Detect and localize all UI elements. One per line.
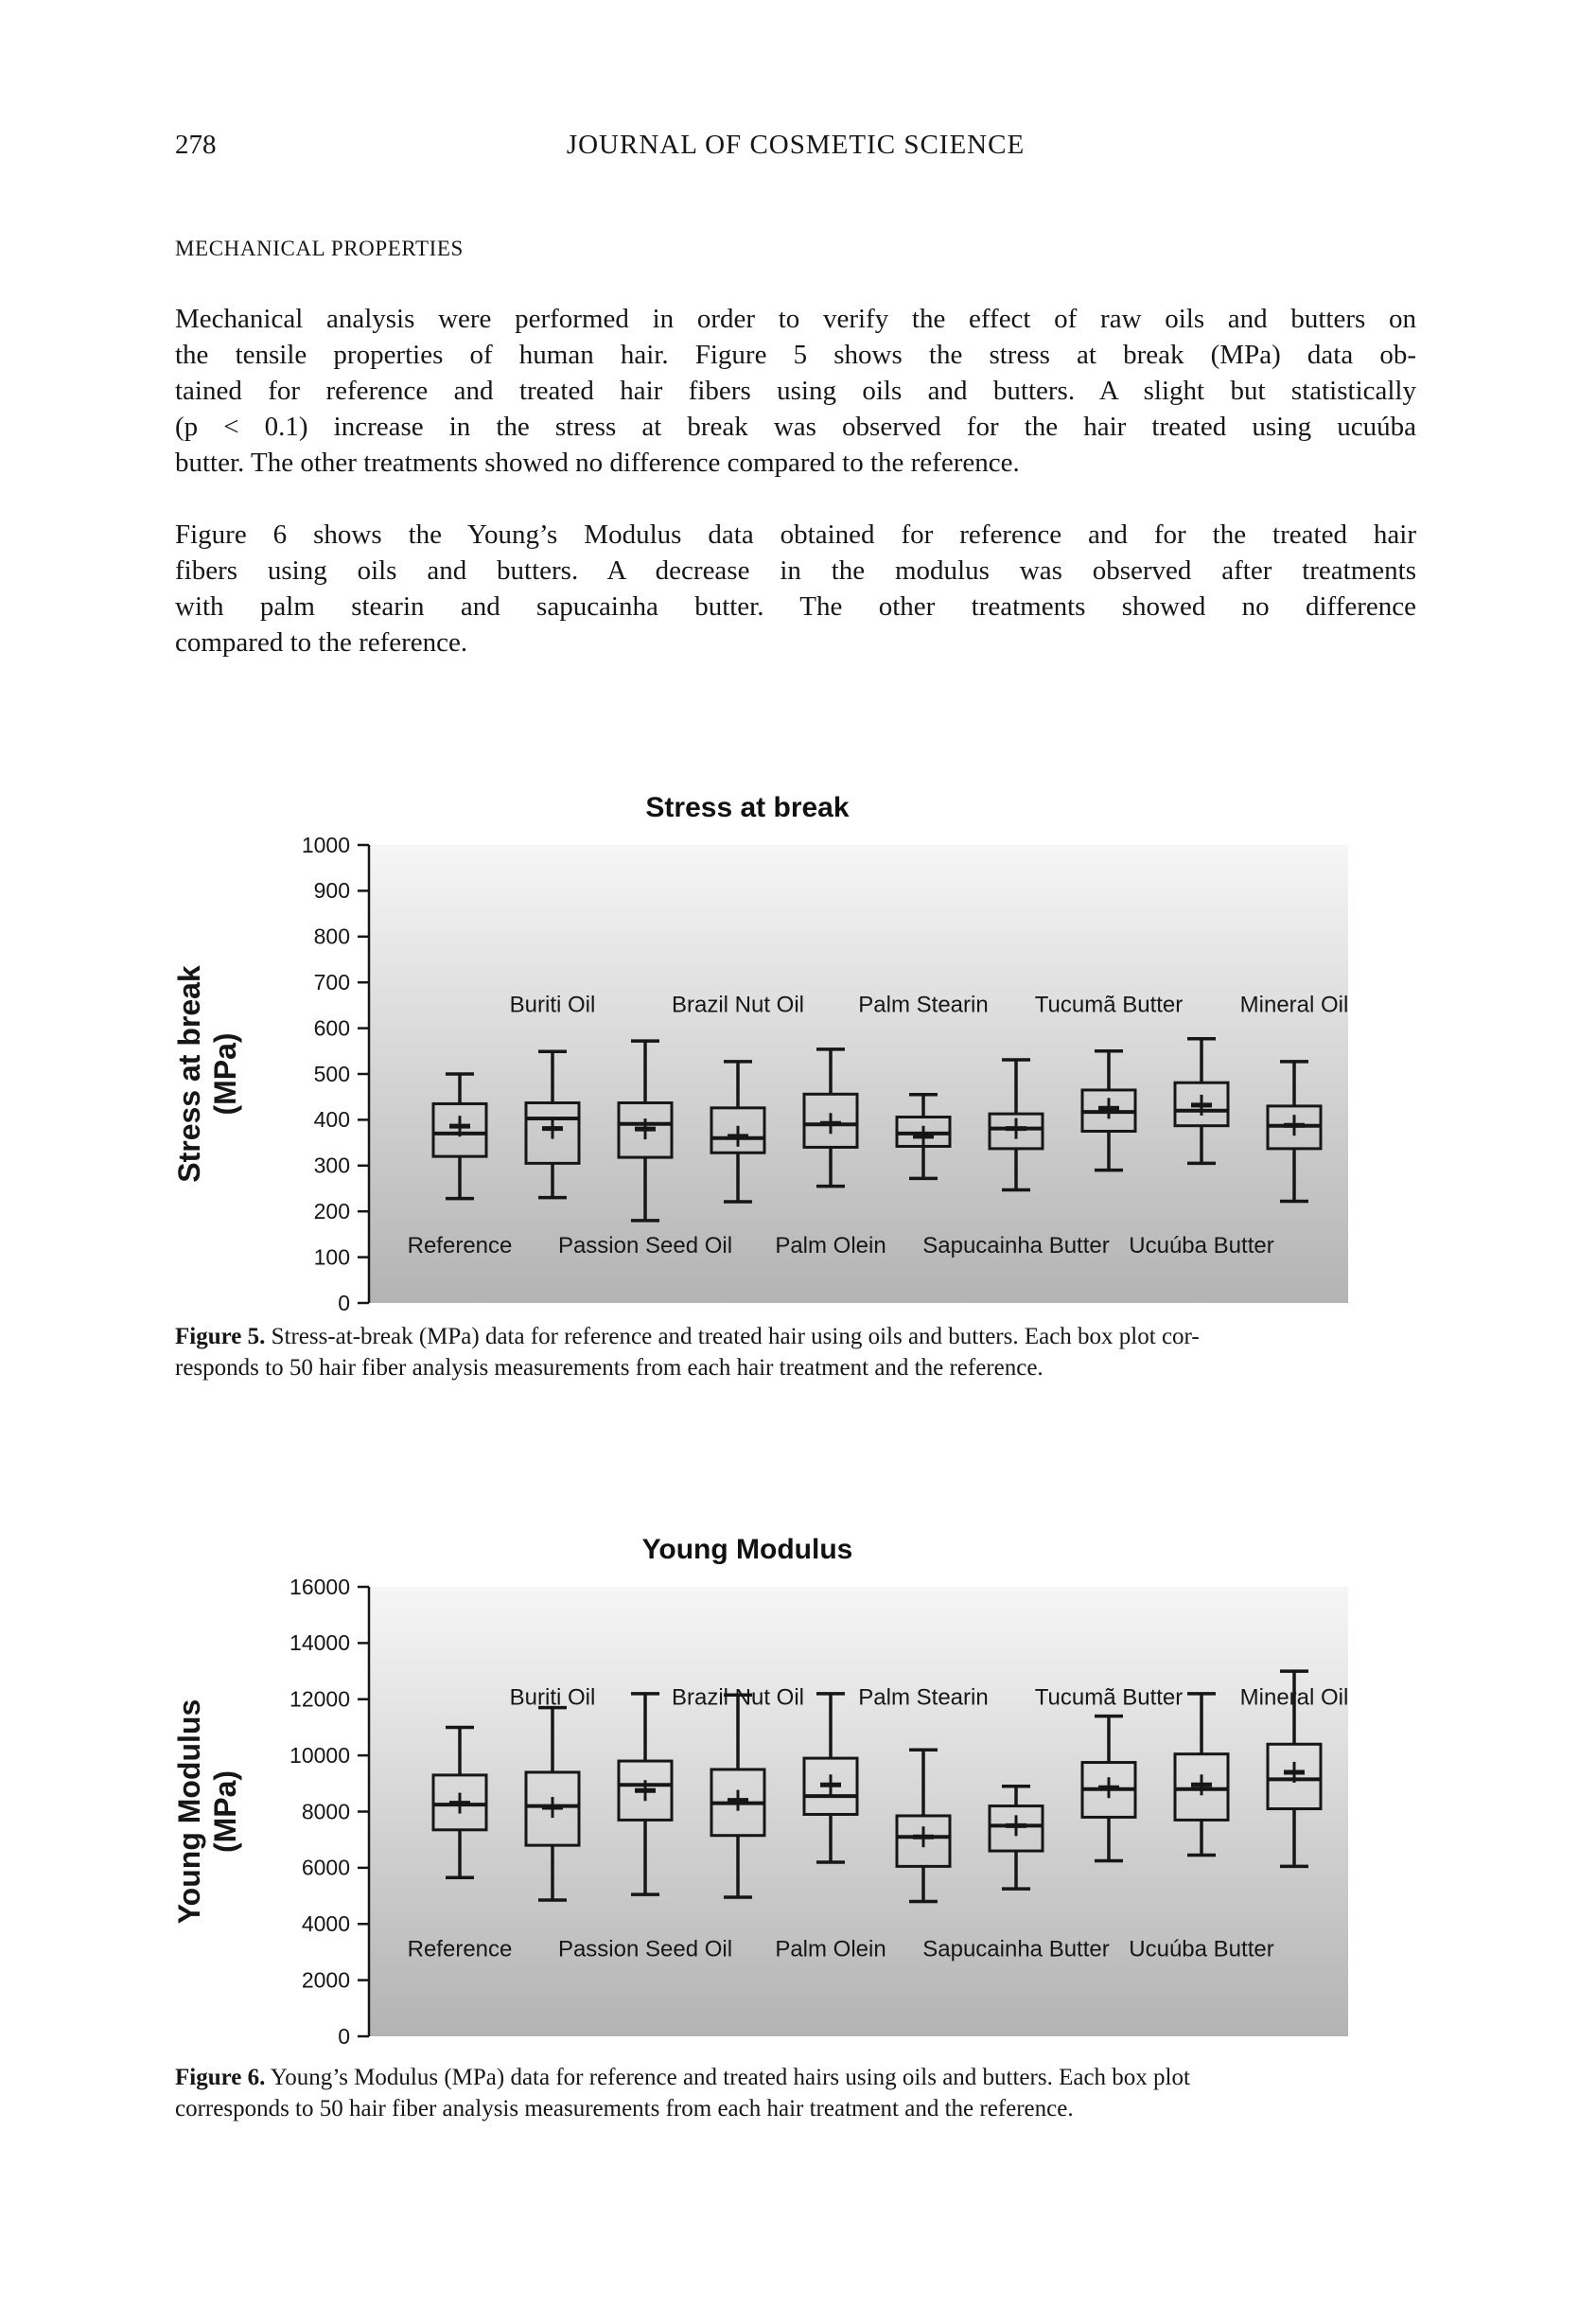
y-tick-label: 500	[314, 1062, 350, 1086]
y-tick-label: 4000	[302, 1911, 350, 1936]
plot-area	[369, 845, 1348, 1303]
category-label: Ucuúba Butter	[1129, 1233, 1273, 1259]
category-label: Mineral Oil	[1240, 1685, 1349, 1711]
y-tick-label: 400	[314, 1107, 350, 1132]
y-tick-label: 600	[314, 1015, 350, 1040]
category-label: Mineral Oil	[1240, 993, 1349, 1018]
category-label: Tucumã Butter	[1035, 993, 1184, 1018]
figure-6-caption-text: Young’s Modulus (MPa) data for reference…	[175, 2065, 1190, 2121]
y-axis-title: Stress at break (MPa)	[172, 965, 242, 1183]
figure-6-chart-title: Young Modulus	[641, 1534, 853, 1565]
text-line: compared to the reference.	[175, 627, 468, 658]
page-number: 278	[175, 130, 217, 160]
y-tick-label: 1000	[302, 833, 350, 857]
box-plot-ucuúba-butter: Ucuúba Butter	[1129, 1692, 1274, 1962]
box-plot-tucumã-butter: Tucumã Butter	[1035, 993, 1184, 1172]
y-tick-label: 0	[338, 1291, 350, 1313]
category-label: Passion Seed Oil	[558, 1936, 732, 1962]
box-plot-passion-seed-oil: Passion Seed Oil	[558, 1692, 732, 1962]
box-plot-palm-olein: Palm Olein	[775, 1047, 886, 1259]
figure-6-boxplot-chart: 16000 14000 12000 10000 8000 6000 4000 2000 0 You…	[172, 1575, 1349, 2049]
category-label: Reference	[408, 1233, 513, 1259]
figure-5-chart-title: Stress at break	[645, 792, 850, 823]
y-tick-label: 100	[314, 1244, 350, 1269]
y-tick-label: 900	[314, 878, 350, 903]
box-plot-brazil-nut-oil: Brazil Nut Oil	[672, 1685, 804, 1899]
category-label: Brazil Nut Oil	[672, 993, 804, 1018]
figure-5-caption: Figure 5. Stress-at-break (MPa) data for…	[175, 1321, 1416, 1383]
body-paragraph-2: Figure 6 shows the Young’s Modulus data …	[175, 517, 1416, 660]
y-tick-label: 0	[338, 2024, 350, 2049]
box-plot-tucumã-butter: Tucumã Butter	[1035, 1685, 1184, 1863]
category-label: Sapucainha Butter	[922, 1233, 1109, 1259]
figure-5-caption-text: Stress-at-break (MPa) data for reference…	[175, 1324, 1200, 1381]
y-tick-label: 800	[314, 924, 350, 949]
box-plot-buriti-oil: Buriti Oil	[510, 1685, 596, 1902]
box-plot-passion-seed-oil: Passion Seed Oil	[558, 1039, 732, 1259]
y-tick-label: 700	[314, 970, 350, 995]
text-line: with palm stearin and sapucainha butter.…	[175, 591, 1416, 622]
box-plot-ucuúba-butter: Ucuúba Butter	[1129, 1036, 1274, 1259]
category-label: Buriti Oil	[510, 1685, 596, 1711]
y-tick-label: 2000	[302, 1967, 350, 1992]
y-tick-label: 200	[314, 1199, 350, 1223]
box-plot-mineral-oil: Mineral Oil	[1240, 993, 1349, 1204]
svg-text:Young Modulus: Young Modulus	[172, 1699, 206, 1925]
box-plot-reference: Reference	[408, 1072, 513, 1259]
box-plot-sapucainha-butter: Sapucainha Butter	[922, 1058, 1110, 1259]
category-label: Palm Olein	[775, 1233, 886, 1259]
box-plot-sapucainha-butter: Sapucainha Butter	[922, 1785, 1110, 1962]
category-label: Palm Stearin	[858, 993, 988, 1018]
text-line: the tensile properties of human hair. Fi…	[175, 340, 1416, 370]
box-plot-palm-stearin: Palm Stearin	[858, 993, 989, 1181]
text-line: Mechanical analysis were performed in or…	[175, 304, 1416, 334]
section-heading: MECHANICAL PROPERTIES	[175, 237, 464, 260]
box-plot-reference: Reference	[408, 1725, 513, 1962]
category-label: Palm Stearin	[858, 1685, 988, 1711]
category-label: Palm Olein	[775, 1936, 886, 1962]
y-axis: 16000 14000 12000 10000 8000 6000 4000 2000 0	[289, 1575, 371, 2049]
category-label: Buriti Oil	[510, 993, 596, 1018]
category-label: Tucumã Butter	[1035, 1685, 1184, 1711]
text-line: (p < 0.1) increase in the stress at brea…	[175, 412, 1416, 442]
box-plot-brazil-nut-oil: Brazil Nut Oil	[672, 993, 804, 1204]
y-tick-label: 16000	[289, 1575, 350, 1599]
svg-text:(MPa): (MPa)	[208, 1032, 242, 1115]
box-plot-buriti-oil: Buriti Oil	[510, 993, 596, 1200]
category-label: Sapucainha Butter	[922, 1936, 1109, 1962]
text-line: tained for reference and treated hair fi…	[175, 376, 1416, 406]
text-line: Figure 6 shows the Young’s Modulus data …	[175, 519, 1416, 550]
y-tick-label: 10000	[289, 1743, 350, 1768]
box-plot-palm-stearin: Palm Stearin	[858, 1685, 989, 1904]
category-label: Ucuúba Butter	[1129, 1936, 1273, 1962]
category-label: Passion Seed Oil	[558, 1233, 732, 1259]
text-line: butter. The other treatments showed no d…	[175, 448, 1020, 478]
y-tick-label: 8000	[302, 1799, 350, 1823]
figure-6-caption-label: Figure 6.	[175, 2065, 266, 2090]
figure-5: Stress at break 1000 900 800 700 600 500 400 30…	[158, 791, 1416, 1383]
y-tick-label: 6000	[302, 1856, 350, 1880]
journal-title: JOURNAL OF COSMETIC SCIENCE	[566, 130, 1026, 160]
box-plot-mineral-oil: Mineral Oil	[1240, 1669, 1349, 1869]
body-paragraph-1: Mechanical analysis were performed in or…	[175, 301, 1416, 481]
svg-text:Stress at break: Stress at break	[172, 965, 206, 1183]
text-line: fibers using oils and butters. A decreas…	[175, 555, 1416, 586]
y-tick-label: 14000	[289, 1630, 350, 1655]
y-tick-label: 300	[314, 1153, 350, 1178]
y-tick-label: 12000	[289, 1687, 350, 1712]
figure-5-caption-label: Figure 5.	[175, 1324, 266, 1349]
category-label: Reference	[408, 1936, 513, 1962]
box-plot-palm-olein: Palm Olein	[775, 1692, 886, 1962]
figure-6-caption: Figure 6. Young’s Modulus (MPa) data for…	[175, 2062, 1416, 2124]
category-label: Brazil Nut Oil	[672, 1685, 804, 1711]
svg-text:(MPa): (MPa)	[208, 1770, 242, 1853]
page-header: 278 JOURNAL OF COSMETIC SCIENCE	[175, 129, 1416, 161]
y-axis-title: Young Modulus (MPa)	[172, 1699, 242, 1925]
figure-6: Young Modulus 16000 14000 12000 10000 8000 60…	[158, 1533, 1416, 2124]
